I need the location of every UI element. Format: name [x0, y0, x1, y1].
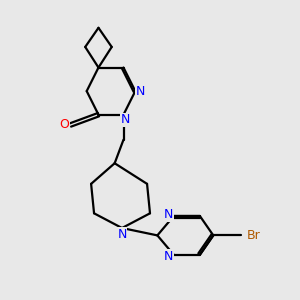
Text: O: O: [59, 118, 69, 131]
Text: Br: Br: [247, 229, 260, 242]
Text: N: N: [120, 113, 130, 127]
Text: N: N: [164, 208, 173, 221]
Text: N: N: [117, 228, 127, 241]
Text: N: N: [136, 85, 145, 98]
Text: N: N: [164, 250, 173, 262]
